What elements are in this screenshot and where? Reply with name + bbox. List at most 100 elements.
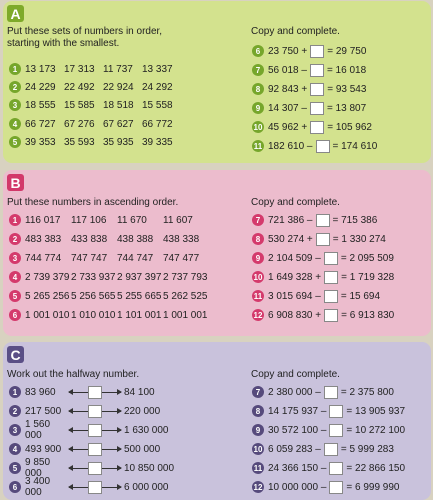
section-c-question-8: 8 14 175 937 – = 13 905 937 — [252, 404, 405, 418]
section-a-question-6: 6 23 750 + = 29 750 — [252, 44, 366, 58]
number-value: 39 353 — [25, 136, 56, 148]
answer-box[interactable] — [324, 308, 339, 322]
double-arrow-icon — [68, 442, 122, 456]
answer-box[interactable] — [329, 404, 344, 418]
section-c-question-11: 11 24 366 150 – = 22 866 150 — [252, 461, 405, 475]
equation-left: 14 175 937 – — [268, 405, 327, 417]
answer-box[interactable] — [310, 44, 325, 58]
number-value: 483 383 — [25, 233, 62, 245]
equation-left: 1 649 328 + — [268, 271, 322, 283]
number-value: 66 727 — [25, 118, 56, 130]
halfway-answer-box[interactable] — [88, 461, 102, 475]
equation-left: 92 843 + — [268, 83, 308, 95]
equation-left: 6 059 283 – — [268, 443, 321, 455]
equation-right: = 15 694 — [340, 290, 381, 302]
answer-box[interactable] — [329, 480, 344, 494]
equation-right: = 2 095 509 — [340, 252, 394, 264]
section-b-question-2: 2 483 383 433 838 438 388 438 338 — [9, 232, 209, 246]
equation-right: = 13 905 937 — [346, 405, 406, 417]
answer-box[interactable] — [310, 82, 325, 96]
halfway-answer-box[interactable] — [88, 385, 102, 399]
question-number: 4 — [9, 118, 21, 130]
answer-box[interactable] — [323, 251, 338, 265]
answer-box[interactable] — [309, 101, 324, 115]
question-number: 9 — [252, 252, 264, 264]
equation-right: = 1 330 274 — [332, 233, 386, 245]
section-c-question-4: 4 493 900 500 000 — [9, 442, 160, 456]
equation-left: 24 366 150 – — [268, 462, 327, 474]
section-a-question-9: 9 14 307 – = 13 807 — [252, 101, 366, 115]
number-value: 5 256 565 — [71, 290, 116, 302]
answer-box[interactable] — [323, 385, 338, 399]
halfway-answer-box[interactable] — [88, 423, 102, 437]
number-value: 1 001 001 — [163, 309, 208, 321]
question-number: 11 — [252, 462, 264, 474]
equation-right: = 93 543 — [327, 83, 367, 95]
question-number: 11 — [252, 140, 264, 152]
double-arrow-icon — [68, 385, 122, 399]
question-number: 11 — [252, 290, 264, 302]
answer-box[interactable] — [323, 442, 338, 456]
section-c-question-5: 5 9 850 000 10 850 000 — [9, 457, 174, 479]
question-number: 8 — [252, 233, 264, 245]
section-a-question-10: 10 45 962 + = 105 962 — [252, 120, 372, 134]
equation-left: 10 000 000 – — [268, 481, 327, 493]
answer-box[interactable] — [310, 120, 325, 134]
section-c-question-12: 12 10 000 000 – = 6 999 990 — [252, 480, 400, 494]
section-c-question-3: 3 1 560 000 1 630 000 — [9, 419, 169, 441]
question-number: 5 — [9, 462, 21, 474]
question-number: 9 — [252, 424, 264, 436]
question-number: 7 — [252, 214, 264, 226]
equation-right: = 13 807 — [326, 102, 367, 114]
equation-left: 14 307 – — [268, 102, 307, 114]
answer-box[interactable] — [315, 232, 330, 246]
answer-box[interactable] — [329, 461, 344, 475]
number-line-end: 220 000 — [124, 405, 161, 417]
number-line-end: 6 000 000 — [124, 481, 169, 493]
question-number: 1 — [9, 386, 21, 398]
equation-left: 721 386 – — [268, 214, 313, 226]
number-value: 18 555 — [25, 99, 56, 111]
number-value: 438 388 — [117, 233, 154, 245]
answer-box[interactable] — [323, 289, 338, 303]
number-line-start: 217 500 — [25, 405, 62, 417]
equation-left: 2 104 509 – — [268, 252, 321, 264]
halfway-answer-box[interactable] — [88, 480, 102, 494]
number-value: 1 001 010 — [25, 309, 70, 321]
equation-right: = 6 913 830 — [341, 309, 395, 321]
number-line-start: 3 400 000 — [25, 476, 51, 498]
section-a-question-11: 11 182 610 – = 174 610 — [252, 139, 377, 153]
section-a-question-1: 1 13 173 17 313 11 737 13 337 — [9, 62, 181, 76]
number-value: 13 337 — [142, 63, 173, 75]
equation-right: = 174 610 — [332, 140, 378, 152]
answer-box[interactable] — [329, 423, 344, 437]
answer-box[interactable] — [324, 270, 339, 284]
question-number: 2 — [9, 405, 21, 417]
equation-right: = 22 866 150 — [346, 462, 406, 474]
question-number: 4 — [9, 443, 21, 455]
equation-left: 23 750 + — [268, 45, 308, 57]
number-value: 35 935 — [103, 136, 134, 148]
answer-box[interactable] — [315, 213, 330, 227]
equation-right: = 29 750 — [327, 45, 367, 57]
number-line-start: 83 960 — [25, 386, 56, 398]
answer-box[interactable] — [315, 139, 330, 153]
section-c-question-1: 1 83 960 84 100 — [9, 385, 155, 399]
double-arrow-icon — [68, 461, 122, 475]
halfway-answer-box[interactable] — [88, 442, 102, 456]
question-number: 3 — [9, 424, 21, 436]
question-number: 1 — [9, 63, 21, 75]
question-number: 5 — [9, 290, 21, 302]
number-value: 11 737 — [103, 63, 133, 75]
number-value: 5 262 525 — [163, 290, 208, 302]
number-value: 2 937 397 — [117, 271, 162, 283]
question-number: 12 — [252, 309, 264, 321]
section-a-right-instruction: Copy and complete. — [251, 26, 340, 37]
number-value: 66 772 — [142, 118, 173, 130]
equation-right: = 715 386 — [332, 214, 378, 226]
section-a-question-5: 5 39 353 35 593 35 935 39 335 — [9, 135, 181, 149]
halfway-answer-box[interactable] — [88, 404, 102, 418]
section-c-panel: C Work out the halfway number. Copy and … — [3, 342, 431, 500]
answer-box[interactable] — [309, 63, 324, 77]
equation-right: = 16 018 — [326, 64, 367, 76]
